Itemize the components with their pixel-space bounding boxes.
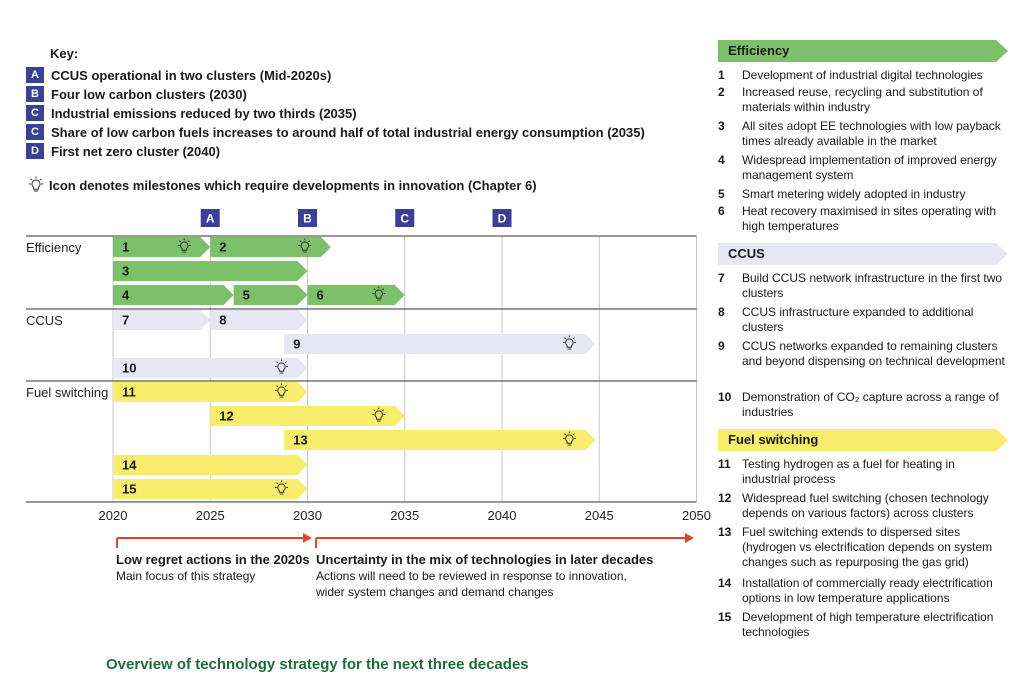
milestone-label: B	[303, 212, 312, 226]
bar-label: 8	[219, 313, 226, 328]
phase-2: Uncertainty in the mix of technologies i…	[316, 552, 653, 600]
key-title: Key:	[50, 46, 79, 61]
bar-label: 10	[122, 361, 136, 376]
key-text: Four low carbon clusters (2030)	[51, 86, 247, 102]
milestone-badge	[298, 209, 317, 227]
milestone-badge	[395, 209, 415, 227]
milestone-badge: C	[26, 105, 44, 121]
lightbulb-icon	[29, 176, 43, 192]
bar-label: 3	[122, 264, 129, 279]
milestone-badge	[492, 209, 512, 227]
x-tick-label: 2030	[293, 508, 322, 523]
timeline-bar	[113, 285, 234, 305]
milestone-label: A	[206, 212, 215, 226]
key-item: D First net zero cluster (2040)	[26, 142, 220, 160]
bar-label: 6	[317, 288, 324, 303]
milestone-label: D	[498, 212, 507, 226]
category-label: Fuel switching	[26, 385, 108, 400]
x-tick-label: 2035	[390, 508, 419, 523]
bar-label: 15	[122, 482, 136, 497]
x-tick-label: 2020	[99, 508, 128, 523]
phase-2-text: wider system changes and demand changes	[316, 585, 554, 599]
category-label: CCUS	[26, 313, 63, 328]
timeline-bar	[113, 382, 308, 402]
phase-arrow-head	[685, 533, 694, 543]
bar-label: 7	[122, 313, 129, 328]
milestone-badge	[200, 209, 220, 227]
innovation-note: Icon denotes milestones which require de…	[26, 176, 537, 194]
phase-1-title: Low regret actions in the 2020s	[116, 552, 310, 567]
phase-2-text: Actions will need to be reviewed in resp…	[316, 569, 627, 583]
fuel-switching-header-label: Fuel switching	[728, 432, 819, 447]
lightbulb-icon	[372, 286, 386, 301]
bar-label: 5	[243, 288, 250, 303]
timeline-bar	[113, 479, 308, 499]
x-tick-label: 2050	[682, 508, 711, 523]
timeline-bar	[113, 261, 308, 281]
lightbulb-icon	[562, 431, 576, 446]
milestone-badge: C	[26, 124, 44, 140]
x-tick-label: 2045	[585, 508, 614, 523]
bar-label: 12	[219, 409, 233, 424]
bar-label: 2	[219, 240, 226, 255]
lightbulb-icon	[562, 335, 576, 350]
key-text: Share of low carbon fuels increases to a…	[51, 124, 645, 140]
ccus-header-label: CCUS	[728, 246, 765, 261]
efficiency-header	[718, 40, 1008, 62]
timeline-bar	[210, 310, 308, 330]
phase-1-text: Main focus of this strategy	[116, 569, 256, 583]
milestone-badge: B	[26, 86, 44, 102]
efficiency-header-label: Efficiency	[728, 43, 790, 58]
key-item: A CCUS operational in two clusters (Mid-…	[26, 66, 331, 84]
bar-label: 14	[122, 458, 137, 473]
timeline-bar	[113, 358, 308, 378]
bar-label: 4	[122, 288, 130, 303]
milestone-badge: A	[26, 67, 44, 83]
timeline-bar	[113, 455, 308, 475]
timeline-bar	[210, 237, 331, 257]
x-tick-label: 2025	[196, 508, 225, 523]
category-label: Efficiency	[26, 240, 82, 255]
bar-label: 9	[293, 337, 300, 352]
phase-1: Low regret actions in the 2020s Main foc…	[116, 552, 310, 584]
key-text: First net zero cluster (2040)	[51, 143, 221, 159]
key-text: CCUS operational in two clusters (Mid-20…	[51, 67, 332, 83]
milestone-label: C	[400, 212, 409, 226]
timeline-bar	[284, 334, 596, 354]
phase-arrow-head	[303, 533, 312, 543]
innovation-note-text: Icon denotes milestones which require de…	[49, 177, 537, 193]
timeline-bar	[284, 430, 596, 450]
phase-2-title: Uncertainty in the mix of technologies i…	[316, 552, 654, 567]
ccus-header	[718, 243, 1008, 265]
bar-label: 11	[122, 385, 136, 400]
lightbulb-icon	[372, 407, 386, 422]
figure-caption: Overview of technology strategy for the …	[106, 656, 529, 673]
key-item: C Industrial emissions reduced by two th…	[26, 104, 357, 122]
key-item: C Share of low carbon fuels increases to…	[26, 123, 645, 141]
lightbulb-icon	[177, 238, 191, 253]
timeline-bar	[210, 406, 405, 426]
lightbulb-icon	[298, 238, 312, 253]
lightbulb-icon	[275, 383, 288, 398]
timeline-bar	[113, 310, 211, 330]
timeline-bar	[233, 285, 308, 305]
key-text: Industrial emissions reduced by two thir…	[51, 105, 357, 121]
bar-label: 13	[293, 433, 307, 448]
x-tick-label: 2040	[488, 508, 517, 523]
lightbulb-icon	[275, 359, 288, 374]
milestone-badge: D	[26, 143, 44, 159]
key-item: B Four low carbon clusters (2030)	[26, 85, 247, 103]
bar-label: 1	[122, 240, 129, 255]
fuel-switching-header	[718, 429, 1008, 451]
lightbulb-icon	[275, 480, 288, 495]
